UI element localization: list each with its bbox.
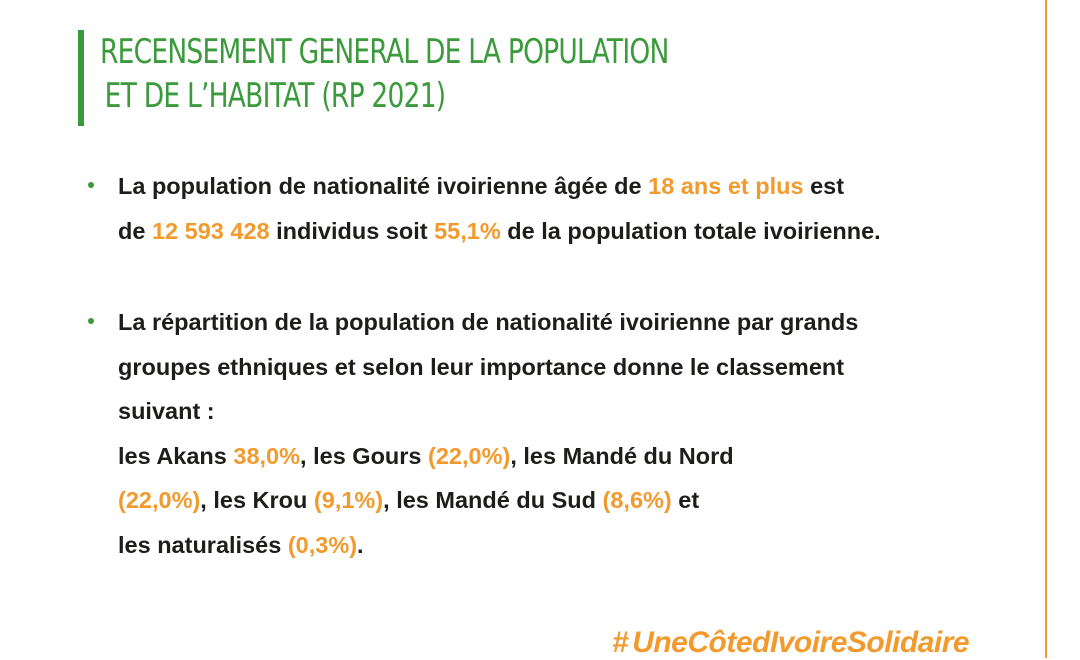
bullet-item-ethnic-groups: La répartition de la population de natio… xyxy=(88,300,1038,567)
text-segment: les naturalisés xyxy=(118,531,288,558)
right-border-line xyxy=(1045,0,1047,658)
bullet-2-line-4: les Akans 38,0%, les Gours (22,0%), les … xyxy=(118,434,1038,479)
hashtag-footer: # UneCôtedIvoireSolidaire xyxy=(612,626,970,660)
bullet-2-line-6: les naturalisés (0,3%). xyxy=(118,523,1038,568)
text-segment: . xyxy=(357,531,364,558)
bullet-1-line-1: La population de nationalité ivoirienne … xyxy=(118,164,1038,209)
green-dot-icon xyxy=(88,318,94,324)
text-segment: de la population totale ivoirienne. xyxy=(500,217,881,244)
text-segment: , les Mandé du Sud xyxy=(383,487,603,513)
bullet-1-line-2: de 12 593 428 individus soit 55,1% de la… xyxy=(118,209,1038,254)
title-line-2: ET DE L’HABITAT (RP 2021) xyxy=(104,76,446,116)
text-segment: est xyxy=(803,173,845,199)
highlight-age: 18 ans et plus xyxy=(648,173,804,199)
text-segment: de xyxy=(118,217,152,244)
text-segment: , les Krou xyxy=(200,487,314,513)
highlight-gours-share: (22,0%) xyxy=(428,442,511,469)
page-title: RECENSEMENT GENERAL DE LA POPULATION ET … xyxy=(100,30,669,126)
page-title-block: RECENSEMENT GENERAL DE LA POPULATION ET … xyxy=(78,30,829,126)
hashtag-text: UneCôtedIvoireSolidaire xyxy=(632,626,970,659)
highlight-percentage: 55,1% xyxy=(434,217,501,244)
bullet-2-line-3: suivant : xyxy=(118,398,215,424)
text-segment: et xyxy=(671,487,700,513)
highlight-mande-sud-share: (8,6%) xyxy=(602,487,672,513)
highlight-mande-nord-share: (22,0%) xyxy=(118,487,201,513)
bullet-list: La population de nationalité ivoirienne … xyxy=(88,164,1038,567)
highlight-krou-share: (9,1%) xyxy=(313,487,384,513)
bullet-2-line-1: La répartition de la population de natio… xyxy=(118,309,859,335)
text-segment: les Akans xyxy=(118,442,234,469)
title-line-1: RECENSEMENT GENERAL DE LA POPULATION xyxy=(100,32,669,72)
bullet-item-adult-population: La population de nationalité ivoirienne … xyxy=(88,164,1038,253)
hashtag-icon: # xyxy=(612,626,629,659)
bullet-2-line-2: groupes ethniques et selon leur importan… xyxy=(118,353,845,380)
text-segment: , les Mandé du Nord xyxy=(510,442,734,469)
text-segment: , les Gours xyxy=(300,442,429,469)
highlight-population-count: 12 593 428 xyxy=(151,217,270,244)
text-segment: La population de nationalité ivoirienne … xyxy=(118,173,649,199)
green-dot-icon xyxy=(88,182,94,188)
title-accent-bar xyxy=(78,30,84,126)
highlight-akans-share: 38,0% xyxy=(233,442,301,469)
text-segment: individus soit xyxy=(269,217,435,244)
bullet-2-line-5: (22,0%), les Krou (9,1%), les Mandé du S… xyxy=(118,478,1038,523)
highlight-naturalises-share: (0,3%) xyxy=(287,531,358,558)
